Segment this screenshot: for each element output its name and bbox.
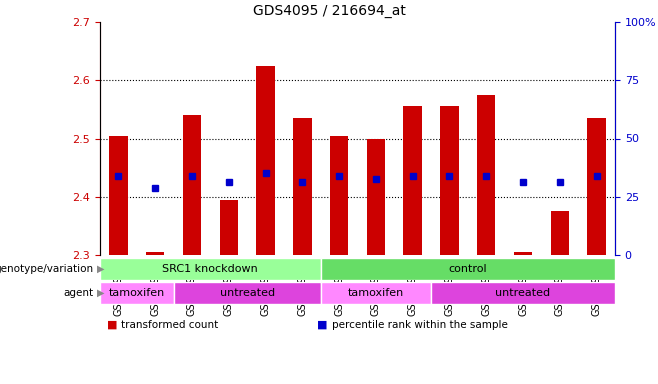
Text: ■: ■: [107, 320, 117, 330]
Text: agent: agent: [63, 288, 93, 298]
Bar: [367, 139, 385, 255]
Text: tamoxifen: tamoxifen: [109, 288, 165, 298]
Bar: [146, 252, 164, 255]
Bar: [257, 66, 275, 255]
Text: ▶: ▶: [97, 288, 104, 298]
Bar: [330, 136, 348, 255]
Text: percentile rank within the sample: percentile rank within the sample: [332, 320, 507, 330]
Bar: [100, 282, 174, 304]
Text: ■: ■: [317, 320, 328, 330]
Bar: [403, 106, 422, 255]
Bar: [174, 282, 320, 304]
Text: untreated: untreated: [495, 288, 551, 298]
Text: tamoxifen: tamoxifen: [348, 288, 404, 298]
Bar: [109, 136, 128, 255]
Text: control: control: [449, 264, 487, 274]
Text: transformed count: transformed count: [121, 320, 218, 330]
Text: SRC1 knockdown: SRC1 knockdown: [163, 264, 258, 274]
Bar: [293, 118, 311, 255]
Bar: [183, 115, 201, 255]
Bar: [514, 252, 532, 255]
Text: GDS4095 / 216694_at: GDS4095 / 216694_at: [253, 4, 405, 18]
Bar: [440, 106, 459, 255]
Bar: [431, 282, 615, 304]
Bar: [588, 118, 606, 255]
Text: ▶: ▶: [97, 264, 104, 274]
Bar: [220, 200, 238, 255]
Bar: [477, 95, 495, 255]
Bar: [100, 258, 320, 280]
Text: untreated: untreated: [220, 288, 274, 298]
Text: genotype/variation: genotype/variation: [0, 264, 93, 274]
Bar: [320, 282, 431, 304]
Bar: [320, 258, 615, 280]
Bar: [551, 211, 569, 255]
